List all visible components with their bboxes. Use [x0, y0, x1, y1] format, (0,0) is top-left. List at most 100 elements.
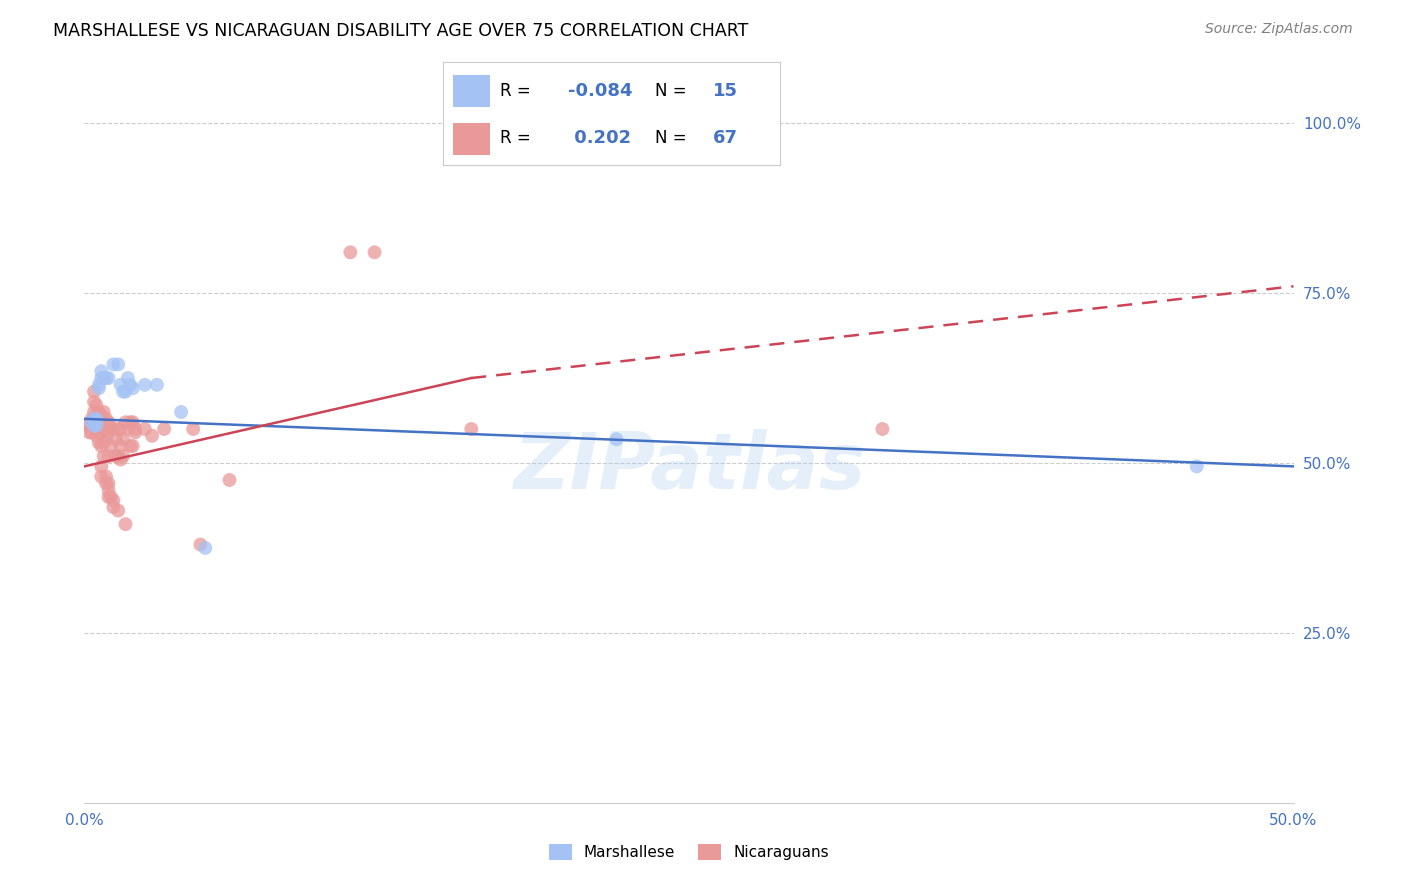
FancyBboxPatch shape [453, 123, 491, 155]
Point [90, 418, 112, 433]
Point [90, 469, 112, 483]
Point [77, 425, 100, 440]
Point [100, 422, 122, 436]
Point [97, 449, 120, 463]
Point [87, 425, 110, 440]
Point [218, 473, 240, 487]
Point [114, 517, 136, 532]
Point [112, 384, 135, 399]
Point [134, 377, 156, 392]
Point [107, 422, 129, 436]
Point [124, 425, 146, 440]
Text: Source: ZipAtlas.com: Source: ZipAtlas.com [1205, 22, 1353, 37]
Point [97, 476, 120, 491]
Point [339, 245, 361, 260]
Point [87, 377, 110, 392]
Point [1185, 459, 1208, 474]
Point [80, 425, 103, 440]
Text: 0.202: 0.202 [568, 128, 631, 147]
Point [134, 422, 156, 436]
Point [190, 537, 212, 551]
Point [112, 449, 135, 463]
Point [605, 432, 627, 446]
Point [80, 418, 103, 433]
Point [97, 490, 120, 504]
Point [872, 422, 894, 436]
Point [94, 469, 117, 483]
Point [83, 418, 105, 433]
Point [100, 439, 122, 453]
Point [86, 409, 108, 423]
Point [146, 377, 169, 392]
Point [107, 358, 129, 372]
Point [86, 418, 108, 433]
Point [460, 422, 482, 436]
Point [86, 418, 108, 433]
Point [93, 371, 115, 385]
Point [86, 429, 108, 443]
Point [93, 449, 115, 463]
Point [114, 415, 136, 429]
Point [104, 449, 127, 463]
Point [103, 422, 125, 436]
Point [112, 432, 135, 446]
Point [97, 483, 120, 498]
Point [94, 412, 117, 426]
Point [170, 405, 193, 419]
Point [77, 418, 100, 433]
Point [103, 500, 125, 515]
Point [103, 493, 125, 508]
Point [100, 490, 122, 504]
Point [97, 371, 120, 385]
Point [83, 405, 105, 419]
Point [94, 371, 117, 385]
Point [94, 432, 117, 446]
Point [83, 384, 105, 399]
Point [117, 371, 139, 385]
Text: R =: R = [501, 128, 531, 147]
Point [97, 415, 120, 429]
Point [93, 418, 115, 433]
Point [94, 422, 117, 436]
Point [93, 435, 115, 450]
Point [107, 449, 129, 463]
Point [120, 377, 142, 392]
Point [80, 412, 103, 426]
Point [87, 415, 110, 429]
Point [141, 429, 163, 443]
Point [93, 405, 115, 419]
Point [90, 459, 112, 474]
Point [90, 371, 112, 385]
Point [110, 452, 132, 467]
Point [194, 541, 217, 555]
Point [83, 394, 105, 409]
Point [114, 384, 136, 399]
Text: R =: R = [501, 82, 531, 100]
Point [83, 412, 105, 426]
Point [363, 245, 385, 260]
Point [117, 422, 139, 436]
Point [86, 415, 108, 429]
Point [90, 364, 112, 378]
Point [90, 439, 112, 453]
Text: MARSHALLESE VS NICARAGUAN DISABILITY AGE OVER 75 CORRELATION CHART: MARSHALLESE VS NICARAGUAN DISABILITY AGE… [53, 22, 749, 40]
Point [121, 415, 143, 429]
Point [104, 432, 127, 446]
Text: N =: N = [655, 82, 688, 100]
Point [86, 398, 108, 412]
Point [87, 405, 110, 419]
Point [86, 412, 108, 426]
Point [110, 422, 132, 436]
Point [181, 422, 204, 436]
Text: -0.084: -0.084 [568, 82, 633, 100]
Point [103, 358, 125, 372]
Point [90, 425, 112, 440]
Point [153, 422, 176, 436]
Point [110, 439, 132, 453]
Point [94, 476, 117, 491]
Point [76, 418, 98, 433]
Text: 15: 15 [713, 82, 738, 100]
Point [120, 415, 142, 429]
Point [87, 435, 110, 450]
Point [121, 381, 143, 395]
